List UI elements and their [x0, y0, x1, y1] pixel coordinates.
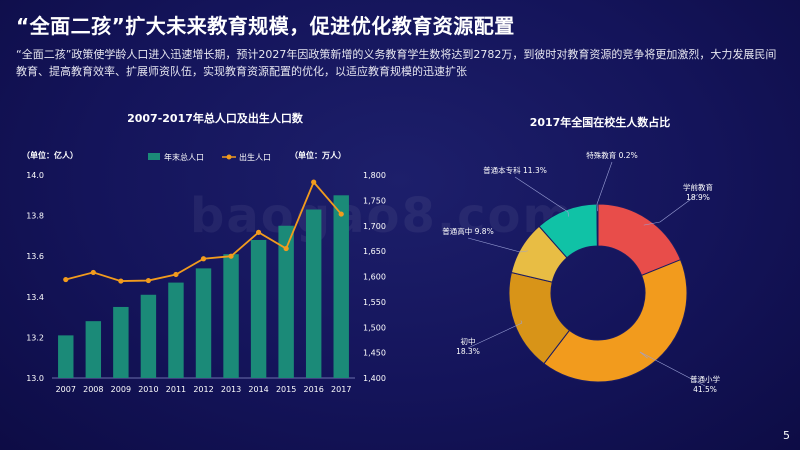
x-tick-label: 2007 [56, 385, 76, 394]
bar-chart-title: 2007-2017年总人口及出生人口数 [127, 112, 303, 125]
y-right-tick-label: 1,800 [363, 171, 386, 180]
y-right-tick-label: 1,400 [363, 374, 386, 383]
leader-line-ext-1 [639, 351, 706, 387]
x-tick-label: 2017 [331, 385, 351, 394]
line-point-2010 [145, 277, 152, 284]
leader-line-ext-4 [514, 176, 569, 213]
x-tick-label: 2011 [166, 385, 186, 394]
y-right-tick-label: 1,500 [363, 323, 386, 332]
line-point-2015 [283, 245, 289, 252]
leader-line-ext-0 [659, 193, 699, 223]
x-tick-label: 2009 [111, 385, 131, 394]
slice-label-2: 初中 [461, 336, 476, 346]
line-point-2009 [118, 278, 124, 284]
line-point-2012 [200, 256, 207, 262]
slice-value-2: 18.3% [456, 347, 480, 356]
donut-slice-0 [597, 203, 682, 277]
legend-swatch-bar [148, 153, 160, 160]
page-number: 5 [783, 429, 790, 442]
pie-chart-title: 2017年全国在校生人数占比 [529, 116, 671, 129]
page-title: “全面二孩”扩大未来教育规模，促进优化教育资源配置 [16, 14, 515, 38]
leader-line-2 [520, 320, 523, 324]
donut-slice-5 [596, 203, 599, 247]
right-unit-label: （单位：万人） [290, 150, 346, 160]
slice-label-1: 普通小学 [690, 374, 720, 384]
x-tick-label: 2012 [193, 385, 213, 394]
slice-value-0: 18.9% [686, 193, 710, 202]
y-right-tick-label: 1,700 [363, 222, 386, 231]
line-point-2016 [311, 179, 317, 185]
bar-2009 [113, 306, 129, 378]
y-left-tick-label: 13.6 [26, 252, 44, 261]
bar-2007 [58, 335, 74, 378]
y-right-tick-label: 1,750 [363, 196, 386, 205]
bar-2010 [140, 294, 157, 378]
leader-line-4 [567, 211, 569, 217]
y-left-tick-label: 14.0 [26, 171, 44, 180]
leader-line-1 [639, 351, 648, 359]
donut-slice-1 [543, 259, 688, 383]
donut-slice-2 [508, 271, 571, 365]
y-left-tick-label: 13.2 [26, 333, 44, 342]
donut-slice-3 [510, 225, 568, 283]
bar-2014 [250, 239, 267, 378]
line-point-2011 [173, 271, 179, 278]
slice-label-3: 普通高中 9.8% [442, 226, 493, 236]
y-right-tick-label: 1,600 [363, 273, 386, 282]
y-right-tick-label: 1,650 [363, 247, 386, 256]
page-description: “全面二孩”政策使学龄人口进入迅速增长期，预计2027年因政策新增的义务教育学生… [16, 48, 777, 78]
leader-line-0 [643, 221, 661, 226]
y-left-tick-label: 13.4 [26, 293, 44, 302]
x-tick-label: 2008 [83, 385, 103, 394]
x-tick-label: 2016 [304, 385, 324, 394]
line-point-2017 [338, 211, 344, 217]
bar-2011 [168, 282, 184, 378]
slice-label-5: 特殊教育 0.2% [586, 150, 637, 160]
line-point-2014 [255, 229, 262, 235]
bar-2008 [85, 321, 102, 378]
bar-2016 [305, 209, 322, 378]
leader-line-ext-5 [596, 161, 613, 205]
birth-population-line [65, 180, 342, 282]
bar-2015 [278, 225, 294, 378]
line-point-2007 [63, 276, 69, 283]
x-tick-label: 2010 [138, 385, 158, 394]
donut-slice-4 [538, 203, 598, 259]
leader-line-ext-3 [467, 237, 521, 253]
bar-2012 [195, 268, 212, 378]
leader-line-ext-2 [467, 322, 523, 349]
x-tick-label: 2013 [221, 385, 241, 394]
line-point-2008 [90, 269, 96, 276]
slice-value-1: 41.5% [693, 385, 717, 394]
x-tick-label: 2015 [276, 385, 296, 394]
left-unit-label: （单位：亿人） [22, 150, 78, 160]
slice-label-4: 普通本专科 11.3% [483, 165, 547, 175]
y-right-tick-label: 1,450 [363, 349, 386, 358]
x-tick-label: 2014 [248, 385, 268, 394]
y-right-tick-label: 1,550 [363, 298, 386, 307]
y-left-tick-label: 13.0 [26, 374, 44, 383]
leader-line-3 [519, 250, 528, 253]
legend-label-line: 出生人口 [239, 152, 271, 162]
bar-2013 [223, 254, 239, 378]
y-left-tick-label: 13.8 [26, 212, 44, 221]
line-point-2013 [228, 253, 234, 259]
legend-swatch-marker [226, 154, 232, 160]
slice-label-0: 学前教育 [683, 182, 713, 192]
legend-label-bar: 年末总人口 [164, 152, 204, 162]
watermark: baogao8.com [190, 188, 575, 244]
bar-2017 [333, 195, 349, 378]
